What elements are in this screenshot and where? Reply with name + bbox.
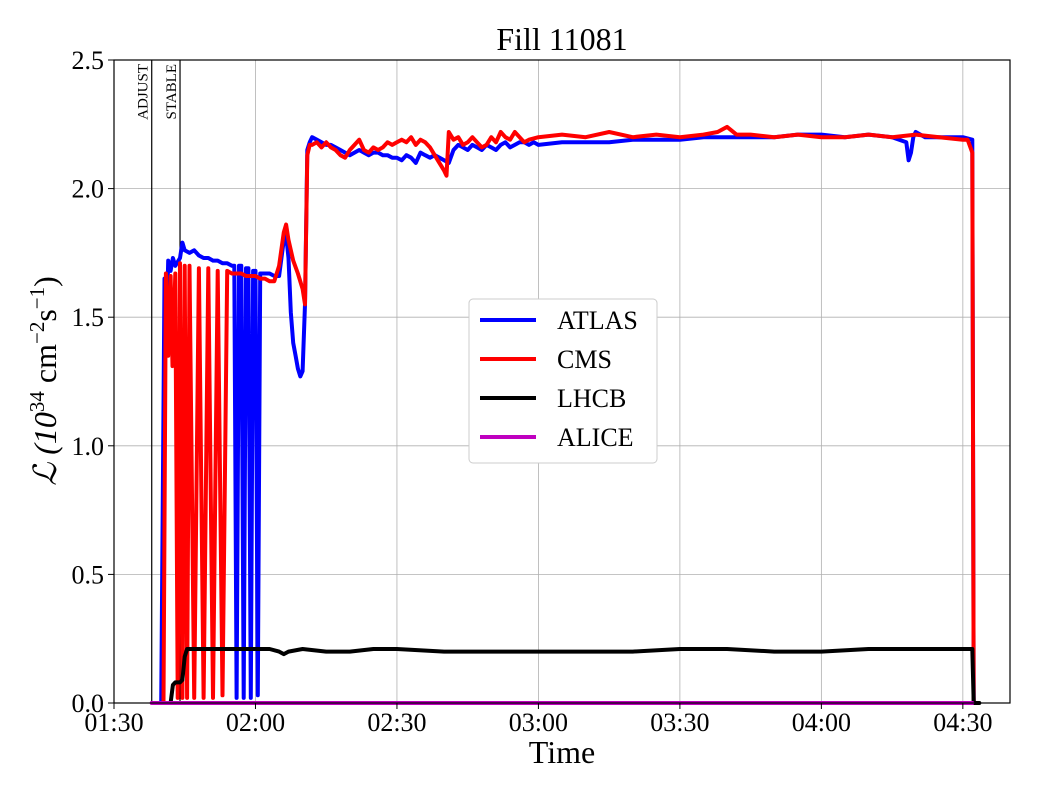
y-axis-title-end: ) — [27, 276, 63, 287]
legend-label-lhcb: LHCB — [557, 384, 626, 413]
y-tick-label: 0.0 — [72, 689, 105, 718]
axis-ticks: 01:30 02:00 02:30 03:00 03:30 04:00 04:30 0.0 0.… — [72, 46, 993, 737]
legend-label-alice: ALICE — [557, 423, 634, 452]
x-tick-label: 03:30 — [650, 708, 709, 737]
y-tick-label: 2.0 — [72, 175, 105, 204]
y-tick-label: 0.5 — [72, 560, 105, 589]
marker-label-adjust: ADJUST — [136, 64, 152, 120]
y-tick-label: 1.5 — [72, 303, 105, 332]
y-axis-title-main: ℒ (10 — [27, 412, 63, 486]
legend: ATLAS CMS LHCB ALICE — [468, 298, 658, 464]
series-line-atlas — [159, 130, 976, 705]
series-line-lhcb — [168, 647, 982, 705]
legend-box — [468, 298, 658, 464]
y-axis-title-exp1: 34 — [25, 391, 49, 413]
y-axis-title-exp2: −2 — [25, 322, 49, 344]
legend-label-cms: CMS — [557, 345, 612, 374]
y-tick-label: 1.0 — [72, 432, 105, 461]
x-tick-label: 04:30 — [933, 708, 992, 737]
x-tick-label: 03:00 — [509, 708, 568, 737]
x-tick-label: 01:30 — [84, 708, 143, 737]
legend-label-atlas: ATLAS — [557, 306, 638, 335]
y-axis-title-exp3: −1 — [25, 287, 49, 309]
y-axis-title-s: s — [27, 309, 63, 321]
x-axis-title: Time — [529, 734, 595, 770]
x-tick-label: 04:00 — [792, 708, 851, 737]
series-line-cms — [161, 124, 976, 705]
marker-label-stable: STABLE — [164, 64, 180, 119]
y-axis-title: ℒ (1034 cm−2s−1) — [25, 276, 63, 486]
y-tick-label: 2.5 — [72, 46, 105, 75]
x-tick-label: 02:30 — [367, 708, 426, 737]
y-axis-title-mid: cm — [27, 344, 63, 391]
x-tick-label: 02:00 — [226, 708, 285, 737]
plot-frame — [113, 59, 1011, 704]
chart-title: Fill 11081 — [496, 21, 627, 57]
